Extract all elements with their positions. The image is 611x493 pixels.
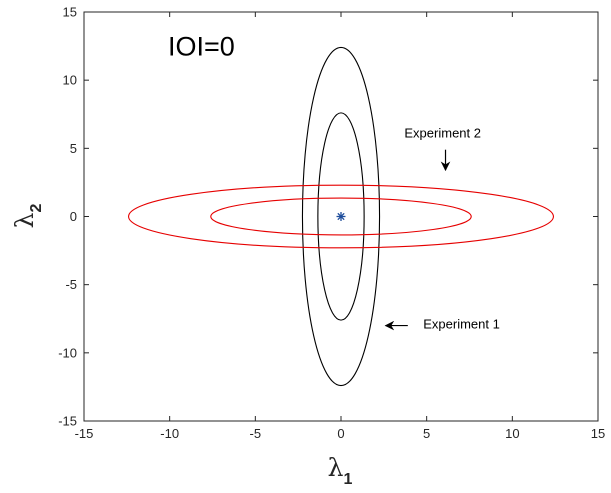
confidence-ellipses	[127, 46, 555, 387]
experiment-annotation-1: Experiment 2	[404, 125, 481, 140]
x-tick-label: -5	[250, 426, 262, 441]
y-tick-label: 0	[70, 209, 77, 224]
series-2-ellipse-2	[127, 184, 555, 249]
x-tick-label: -10	[160, 426, 179, 441]
y-tick-label: 15	[63, 5, 77, 20]
center-point-marker	[336, 212, 346, 221]
series-2-ellipse-1	[210, 197, 472, 236]
x-tick-label: -15	[75, 426, 94, 441]
axis-ticks: -15 -10 -5 0 5 10 15 -15 -10 -5 0 5 10 15	[58, 5, 605, 442]
x-tick-label: 5	[423, 426, 430, 441]
experiment-annotation-2: Experiment 1	[423, 316, 500, 331]
y-tick-label: -15	[58, 414, 77, 429]
x-tick-label: 0	[337, 426, 344, 441]
y-tick-label: 10	[63, 73, 77, 88]
x-tick-label: 10	[505, 426, 519, 441]
x-axis-label: λ1	[328, 453, 353, 488]
ioi-annotation: IOI=0	[168, 32, 235, 62]
y-axis-label: λ2	[10, 204, 45, 229]
series-1-ellipse-1	[317, 112, 365, 321]
annotations: IOI=0 Experiment 2 Experiment 1	[168, 32, 500, 332]
series-1-ellipse-2	[301, 46, 381, 387]
x-tick-label: 15	[591, 426, 605, 441]
y-tick-label: -5	[65, 277, 77, 292]
y-tick-label: 5	[70, 141, 77, 156]
y-tick-label: -10	[58, 345, 77, 360]
